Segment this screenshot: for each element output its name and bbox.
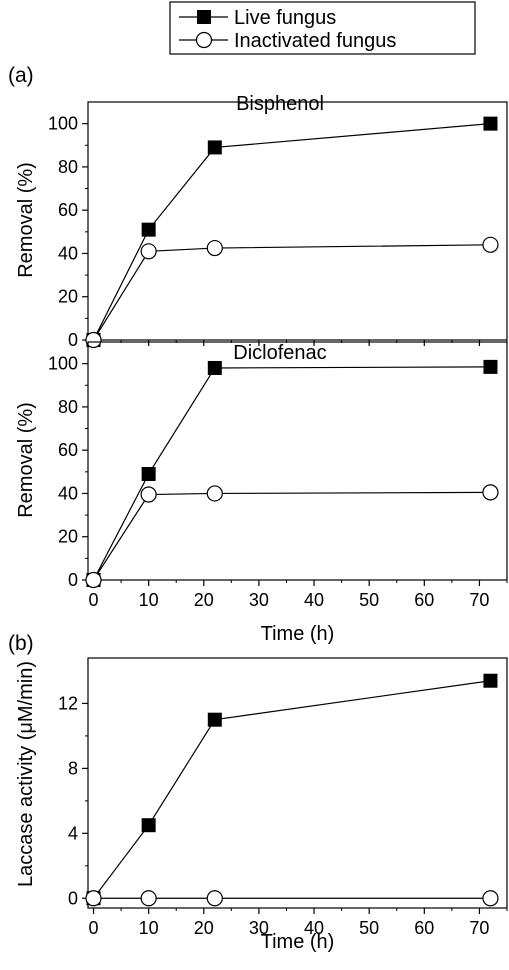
series-inactivated-fungus xyxy=(85,484,499,589)
y-tick-label: 100 xyxy=(48,354,78,374)
x-tick-label: 20 xyxy=(194,918,214,938)
data-point-inactivated-10h xyxy=(140,243,157,260)
y-tick-label: 0 xyxy=(68,330,78,350)
y-tick-label: 60 xyxy=(58,440,78,460)
chart-diclofenac: 0 20 40 60 80 100 0 10 20 30 40 50 60 70 Diclofenac Tim… xyxy=(15,341,508,645)
data-point-live-22h xyxy=(207,712,222,727)
y-tick-label: 40 xyxy=(58,483,78,503)
legend-label-live: Live fungus xyxy=(234,7,336,29)
plot-frame xyxy=(87,341,508,581)
x-tick-label: 50 xyxy=(359,918,379,938)
legend-entry-inactivated: Inactivated fungus xyxy=(179,30,396,52)
x-tick-label: 0 xyxy=(89,590,99,610)
data-point-inactivated-0h xyxy=(85,890,102,907)
chart-title: Bisphenol xyxy=(236,93,324,115)
chart-bisphenol: 0 20 40 60 80 100 Bisphenol Removal (%) xyxy=(15,93,508,350)
x-axis-label: Time (h) xyxy=(261,623,335,645)
y-axis-label: Laccase activity (μM/min) xyxy=(15,661,37,887)
legend-marker-inactivated xyxy=(195,31,213,49)
data-point-inactivated-22h xyxy=(206,239,223,257)
x-tick-label: 60 xyxy=(414,590,434,610)
chart-laccase-activity: 0 4 8 12 0 10 20 30 40 50 60 70 Time (h) Laccase acti… xyxy=(15,657,508,953)
x-tick-label: 70 xyxy=(469,918,489,938)
y-axis-label: Removal (%) xyxy=(15,162,37,278)
y-tick-label: 40 xyxy=(58,243,78,263)
y-tick-label: 20 xyxy=(58,287,78,307)
series-line-inactivated-fungus xyxy=(93,244,491,341)
panel-label-b: (b) xyxy=(8,632,34,655)
legend: Live fungus Inactivated fungus xyxy=(169,1,476,55)
data-point-inactivated-22h xyxy=(206,485,223,502)
series-inactivated-fungus xyxy=(85,890,499,907)
legend-entry-live: Live fungus xyxy=(179,7,336,29)
x-axis-label: Time (h) xyxy=(261,931,335,953)
legend-marker-live xyxy=(197,10,211,24)
series-live-fungus xyxy=(86,673,498,906)
series-line-live-fungus xyxy=(92,366,491,581)
y-tick-label: 80 xyxy=(58,157,78,177)
x-tick-label: 40 xyxy=(304,918,324,938)
plot-frame xyxy=(87,657,508,909)
data-point-inactivated-10h xyxy=(140,890,157,907)
data-point-live-72h xyxy=(483,116,498,131)
series-inactivated-fungus xyxy=(85,236,499,349)
x-tick-label: 40 xyxy=(304,590,324,610)
data-point-live-72h xyxy=(483,673,498,688)
series-live-fungus xyxy=(86,116,498,347)
x-tick-label: 30 xyxy=(249,590,269,610)
y-tick-label: 60 xyxy=(58,200,78,220)
data-point-inactivated-72h xyxy=(482,484,499,501)
y-tick-label: 8 xyxy=(68,758,78,778)
y-tick-label: 0 xyxy=(68,570,78,590)
data-point-live-72h xyxy=(483,359,498,374)
series-line-live-fungus xyxy=(93,680,491,899)
data-point-inactivated-72h xyxy=(482,236,499,253)
x-tick-label: 50 xyxy=(359,590,379,610)
data-point-inactivated-10h xyxy=(140,486,157,503)
y-axis-label: Removal (%) xyxy=(15,402,37,518)
data-point-live-22h xyxy=(207,360,222,375)
plot-frame xyxy=(87,101,508,341)
x-tick-label: 70 xyxy=(469,590,489,610)
y-tick-label: 4 xyxy=(68,823,78,843)
data-point-live-10h xyxy=(141,466,156,481)
data-point-inactivated-0h xyxy=(85,571,102,589)
y-tick-label: 80 xyxy=(58,397,78,417)
chart-title: Diclofenac xyxy=(233,342,326,364)
data-point-live-10h xyxy=(141,222,156,237)
legend-label-inactivated: Inactivated fungus xyxy=(234,30,396,52)
y-tick-label: 0 xyxy=(68,888,78,908)
y-tick-label: 100 xyxy=(48,114,78,134)
x-tick-label: 0 xyxy=(89,918,99,938)
x-tick-label: 10 xyxy=(139,918,159,938)
x-tick-label: 20 xyxy=(194,590,214,610)
series-line-inactivated-fungus xyxy=(93,491,491,581)
x-tick-label: 10 xyxy=(139,590,159,610)
data-point-live-10h xyxy=(141,818,156,833)
y-tick-label: 12 xyxy=(58,693,78,713)
legend-frame xyxy=(169,1,476,55)
x-tick-label: 30 xyxy=(249,918,269,938)
data-point-live-22h xyxy=(207,140,222,155)
data-point-inactivated-0h xyxy=(85,331,102,349)
x-tick-label: 60 xyxy=(414,918,434,938)
panel-label-a: (a) xyxy=(8,64,34,87)
series-live-fungus xyxy=(86,359,498,587)
y-tick-label: 20 xyxy=(58,527,78,547)
series-line-live-fungus xyxy=(92,123,491,341)
data-point-inactivated-72h xyxy=(482,890,499,907)
data-point-inactivated-22h xyxy=(206,890,223,907)
